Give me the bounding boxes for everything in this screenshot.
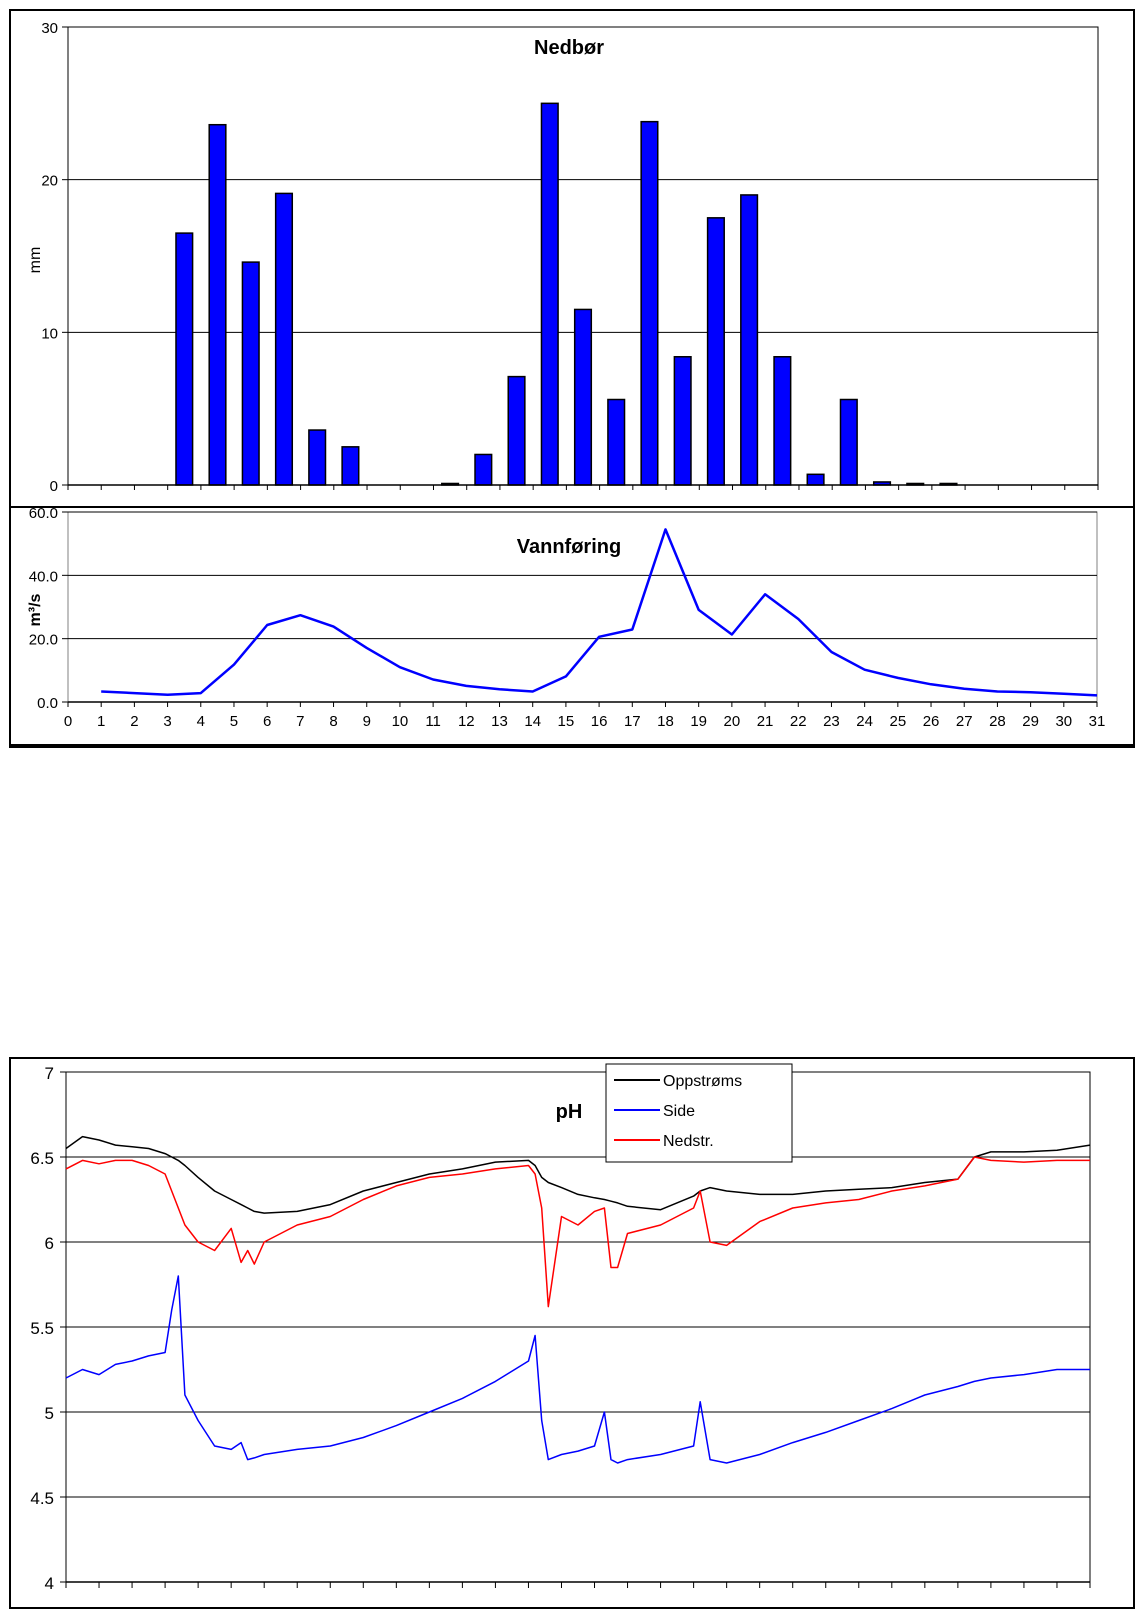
discharge-x-tick-label: 13 [491,713,508,730]
ph-legend-label: Nedstr. [663,1133,714,1150]
precipitation-chart: Nedbør mm 0 10 20 30 [9,9,1135,511]
precipitation-bar [839,398,858,486]
ph-y-tick-label: 4.5 [30,1489,54,1508]
discharge-y-axis-label: m³/s [27,593,44,626]
discharge-y-tick-label: 0.0 [37,695,58,712]
discharge-x-tick-label: 15 [558,713,575,730]
precipitation-y-axis-label: mm [27,247,44,274]
discharge-x-tick-label: 3 [163,713,171,730]
discharge-y-tick-label: 20.0 [29,632,58,649]
discharge-x-tick-label: 14 [524,713,541,730]
precipitation-chart-title: Nedbør [534,37,604,59]
precipitation-bar [607,398,626,486]
discharge-x-tick-label: 31 [1089,713,1106,730]
precipitation-bar [175,232,194,486]
precipitation-bar [773,356,792,486]
precipitation-bar [274,192,294,486]
precipitation-bar [507,375,526,486]
discharge-x-tick-label: 21 [757,713,774,730]
discharge-chart-title: Vannføring [517,536,621,558]
precipitation-bar [341,446,360,486]
discharge-chart-frame [9,506,1135,746]
ph-y-tick-label: 5 [45,1404,54,1423]
discharge-x-tick-label: 11 [425,713,441,730]
discharge-y-tick-label: 40.0 [29,568,58,585]
discharge-x-tick-label: 8 [329,713,337,730]
ph-series-line [65,1156,1090,1308]
ph-y-tick-label: 6 [45,1234,54,1253]
discharge-x-tick-label: 0 [64,713,72,730]
precipitation-bar [474,453,493,486]
precipitation-bar [806,473,825,486]
precipitation-y-tick-label: 20 [41,173,58,190]
precipitation-y-tick-label: 10 [41,325,58,342]
ph-y-tick-label: 6.5 [30,1149,54,1168]
discharge-x-tick-label: 7 [296,713,304,730]
discharge-x-tick-label: 5 [230,713,238,730]
ph-series-line [65,1275,1090,1464]
precipitation-bar [640,120,659,486]
discharge-x-tick-label: 4 [197,713,205,730]
precipitation-bar [208,123,227,486]
discharge-x-tick-label: 19 [690,713,707,730]
discharge-x-tick-label: 9 [363,713,371,730]
discharge-x-tick-label: 24 [856,713,873,730]
discharge-x-tick-label: 16 [591,713,608,730]
discharge-x-tick-label: 29 [1022,713,1039,730]
ph-y-tick-label: 4 [45,1574,54,1593]
precipitation-bar [540,102,559,486]
discharge-x-tick-label: 30 [1055,713,1072,730]
precipitation-y-tick-label: 30 [41,20,58,37]
discharge-y-tick-label: 60.0 [29,505,58,522]
ph-chart-border [9,1057,1135,1609]
discharge-x-tick-label: 6 [263,713,271,730]
precipitation-chart-border [9,9,1135,511]
precipitation-bar [673,356,692,486]
precipitation-bar [740,194,759,486]
discharge-x-tick-label: 12 [458,713,475,730]
discharge-x-tick-label: 25 [889,713,906,730]
ph-legend: Oppstrøms Side Nedstr. [605,1063,793,1163]
discharge-x-tick-label: 26 [923,713,940,730]
precipitation-bar [308,429,327,486]
discharge-x-tick-label: 2 [130,713,138,730]
discharge-x-tick-label: 23 [823,713,840,730]
discharge-x-tick-label: 18 [657,713,674,730]
precipitation-y-tick-label: 0 [50,478,58,495]
ph-legend-label: Side [663,1103,695,1120]
ph-y-tick-label: 5.5 [30,1319,54,1338]
ph-chart-title: pH [556,1101,583,1123]
ph-series-line [65,1135,1091,1214]
discharge-x-tick-label: 1 [97,713,105,730]
discharge-x-tick-label: 10 [392,713,409,730]
discharge-series-line [101,528,1098,697]
precipitation-bar [241,261,260,486]
precipitation-bar [573,308,593,486]
discharge-x-tick-label: 28 [989,713,1006,730]
discharge-x-tick-label: 20 [724,713,741,730]
ph-chart: pH 4 4.5 5 5.5 6 6.5 7 Oppstrøms Side Nedstr. [9,1057,1135,1609]
discharge-x-tick-label: 27 [956,713,973,730]
discharge-x-tick-label: 22 [790,713,807,730]
discharge-x-tick-label: 17 [624,713,641,730]
ph-legend-label: Oppstrøms [663,1073,742,1090]
precipitation-bar [706,217,725,486]
discharge-chart: Vannføring m³/s 0.020.040.060.00 1 2 3 4 5 6 7 8… [9,505,1135,748]
ph-y-tick-label: 7 [45,1064,54,1083]
